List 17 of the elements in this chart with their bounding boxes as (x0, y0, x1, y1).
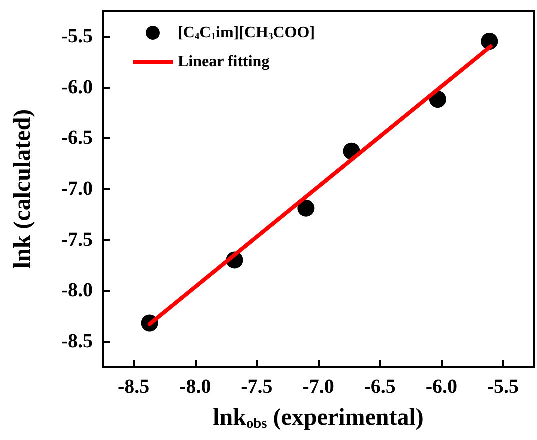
x-tick-label: -7.5 (241, 376, 273, 398)
y-tick-label: -7.0 (61, 178, 93, 200)
x-tick-label: -8.5 (118, 376, 150, 398)
y-tick-label: -7.5 (61, 228, 93, 251)
y-tick-label: -5.5 (61, 25, 93, 48)
x-tick-label: -6.0 (426, 376, 458, 398)
x-tick-label: -6.5 (364, 376, 396, 398)
x-tick-label: -7.0 (302, 376, 334, 398)
y-tick-label: -8.0 (61, 280, 93, 302)
y-tick-label: -8.5 (61, 330, 93, 353)
y-tick-label: -6.0 (61, 76, 93, 98)
x-tick-label: -5.5 (487, 376, 520, 398)
legend-label: Linear fitting (178, 54, 270, 70)
y-axis-title: lnk (calculated) (10, 109, 36, 269)
y-tick-label: -6.5 (61, 127, 93, 150)
x-tick-label: -8.0 (180, 376, 212, 398)
point (298, 200, 315, 217)
